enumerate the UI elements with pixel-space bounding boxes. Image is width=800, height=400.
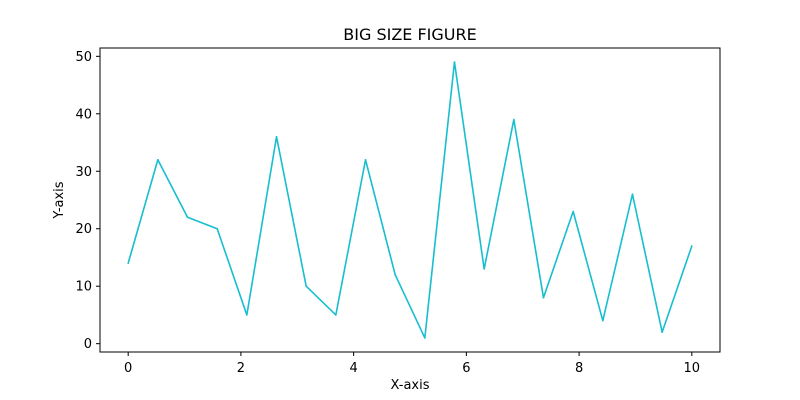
- chart-title: BIG SIZE FIGURE: [343, 25, 476, 44]
- data-point: [691, 245, 693, 247]
- data-point: [335, 314, 337, 316]
- data-point: [394, 273, 396, 276]
- y-axis: 0 10 20 30 40 50: [75, 50, 100, 352]
- y-axis-label: Y-axis: [52, 181, 67, 219]
- data-point: [631, 193, 634, 196]
- axes-frame: [99, 47, 721, 353]
- data-point: [424, 337, 426, 339]
- data-point: [246, 314, 248, 316]
- x-tick-label: 10: [684, 361, 701, 376]
- x-tick-label: 2: [237, 361, 245, 376]
- y-tick-label: 50: [75, 50, 92, 65]
- x-tick-label: 0: [124, 361, 132, 376]
- x-tick-label: 8: [575, 361, 583, 376]
- x-tick-label: 6: [462, 361, 470, 376]
- y-tick-label: 0: [84, 337, 92, 352]
- y-tick-label: 30: [75, 165, 92, 180]
- data-point: [453, 61, 456, 63]
- data-point: [157, 158, 159, 161]
- y-tick-label: 10: [75, 280, 92, 295]
- y-tick-label: 20: [75, 222, 92, 237]
- plot-area: [127, 61, 693, 339]
- data-point: [216, 227, 218, 230]
- data-point: [275, 135, 278, 138]
- x-tick-label: 4: [349, 361, 357, 376]
- data-point: [602, 319, 604, 322]
- data-point: [305, 285, 307, 288]
- data-point: [513, 118, 515, 121]
- series-line: [127, 61, 693, 339]
- data-point: [186, 216, 189, 219]
- x-axis: 0 2 4 6 8 10: [124, 352, 700, 376]
- data-point: [572, 210, 574, 213]
- data-point: [127, 262, 129, 265]
- y-tick-label: 40: [75, 107, 92, 122]
- data-point: [483, 268, 485, 270]
- x-axis-label: X-axis: [391, 378, 430, 393]
- data-point: [661, 331, 663, 333]
- data-point: [364, 158, 367, 161]
- data-point: [542, 296, 545, 299]
